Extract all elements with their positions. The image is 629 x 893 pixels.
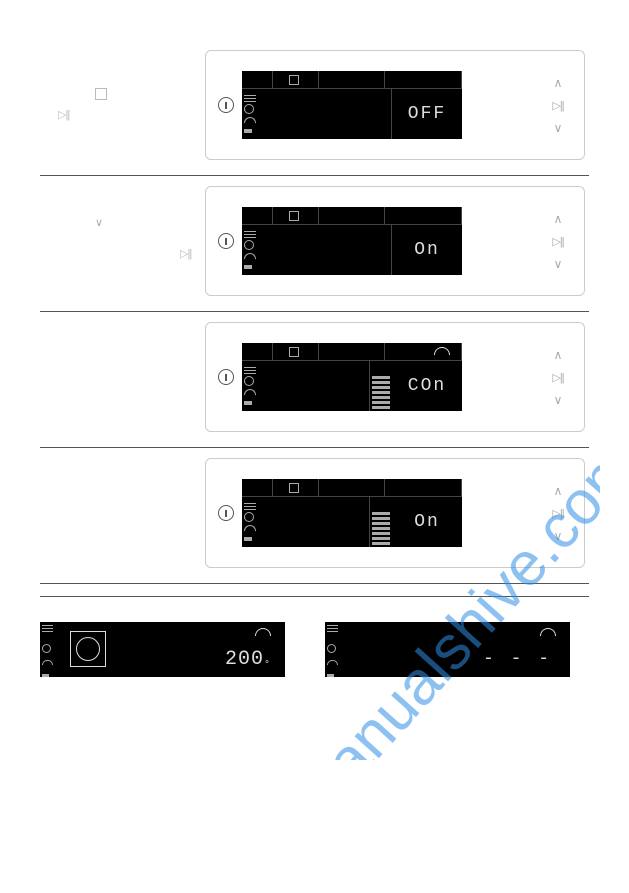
down-button[interactable]: ∨ [554,258,563,270]
mode-icon [244,241,264,248]
bottom-section: 200° - - - [40,622,589,677]
menu-icon [42,628,64,635]
step-row-2: ∨ ▷|| On ∧ [40,176,589,312]
lcd-display: COn [242,343,462,411]
down-button[interactable]: ∨ [554,394,563,406]
down-button[interactable]: ∨ [554,530,563,542]
play-pause-icon: ▷|| [180,247,205,260]
timer-bars [370,497,392,547]
extra-icon [244,535,264,542]
wifi-icon [244,116,264,123]
wifi-icon [244,524,264,531]
extra-icon [244,263,264,270]
play-pause-button[interactable]: ▷|| [552,99,563,112]
menu-icon [244,94,264,101]
play-pause-icon: ▷|| [58,108,205,121]
wifi-icon [327,652,349,659]
step-row-4: On ∧ ▷|| ∨ [40,448,589,584]
play-pause-button[interactable]: ▷|| [552,507,563,520]
display-value: On [392,497,462,547]
bottom-panel-left: 200° [40,622,285,677]
up-button[interactable]: ∧ [554,485,563,497]
mode-icon [244,377,264,384]
extra-icon [327,664,349,671]
power-icon[interactable] [218,505,234,521]
stop-icon [95,88,107,100]
dashes-value: - - - [483,622,570,677]
display-panel-1: OFF ∧ ▷|| ∨ [205,50,585,160]
mode-icon [244,105,264,112]
step-row-3: COn ∧ ▷|| ∨ [40,312,589,448]
power-icon[interactable] [218,97,234,113]
mode-icon [244,513,264,520]
display-value: COn [392,361,462,411]
step-3-instructions [40,322,205,352]
display-panel-3: COn ∧ ▷|| ∨ [205,322,585,432]
step-row-1: ▷|| OFF ∧ ▷|| ∨ [40,40,589,176]
play-pause-button[interactable]: ▷|| [552,371,563,384]
display-panel-4: On ∧ ▷|| ∨ [205,458,585,568]
step-4-instructions [40,458,205,488]
play-pause-button[interactable]: ▷|| [552,235,563,248]
menu-icon [244,366,264,373]
display-panel-2: On ∧ ▷|| ∨ [205,186,585,296]
lcd-display: On [242,479,462,547]
down-button[interactable]: ∨ [554,122,563,134]
wifi-icon [42,652,64,659]
page: manualshive.com ▷|| OFF [0,0,629,893]
extra-icon [42,664,64,671]
chevron-down-icon: ∨ [95,216,205,229]
lcd-display: On [242,207,462,275]
bottom-panel-right: - - - [325,622,570,677]
display-value: OFF [392,89,462,139]
timer-bars [370,361,392,411]
fan-icon [70,631,106,667]
step-2-instructions: ∨ ▷|| [40,186,205,260]
power-icon[interactable] [218,233,234,249]
power-icon[interactable] [218,369,234,385]
step-1-instructions: ▷|| [40,50,205,121]
display-value: On [392,225,462,275]
wifi-icon [244,388,264,395]
wifi-icon [244,252,264,259]
menu-icon [244,230,264,237]
up-button[interactable]: ∧ [554,77,563,89]
extra-icon [244,127,264,134]
up-button[interactable]: ∧ [554,349,563,361]
extra-icon [244,399,264,406]
mode-icon [327,640,349,647]
menu-icon [244,502,264,509]
mode-icon [42,640,64,647]
up-button[interactable]: ∧ [554,213,563,225]
lcd-display: OFF [242,71,462,139]
menu-icon [327,628,349,635]
